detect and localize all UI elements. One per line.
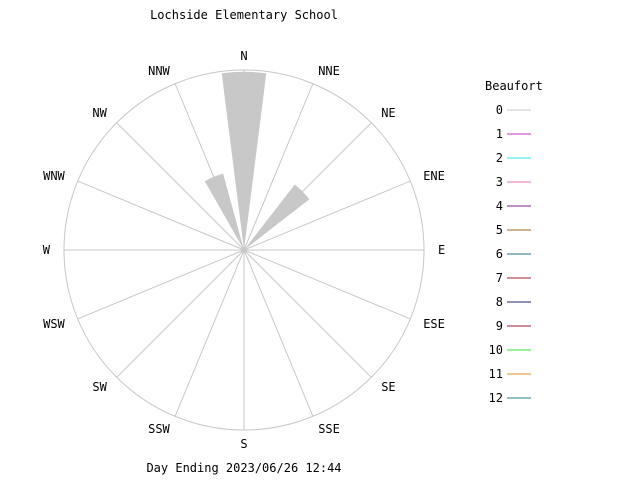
- spoke-nw: [116, 122, 245, 251]
- legend-label-9: 9: [496, 319, 503, 333]
- direction-label-nw: NW: [92, 106, 107, 120]
- spoke-wsw: [77, 249, 245, 320]
- legend-label-4: 4: [496, 199, 503, 213]
- spoke-sw: [116, 249, 245, 378]
- direction-label-w: W: [43, 243, 51, 257]
- spoke-ene: [243, 180, 411, 251]
- direction-label-nnw: NNW: [148, 64, 170, 78]
- direction-label-sw: SW: [92, 380, 107, 394]
- direction-label-ssw: SSW: [148, 422, 170, 436]
- legend-label-3: 3: [496, 175, 503, 189]
- direction-labels: N NNE NE ENE E ESE SE SSE S SSW SW WSW W WNW NW NNW: [43, 49, 445, 451]
- direction-label-wnw: WNW: [43, 169, 65, 183]
- direction-label-ene: ENE: [423, 169, 445, 183]
- direction-label-e: E: [438, 243, 445, 257]
- chart-footer: Day Ending 2023/06/26 12:44: [146, 461, 341, 475]
- direction-label-n: N: [240, 49, 247, 63]
- wind-bars: [204, 71, 310, 250]
- spoke-sse: [243, 249, 314, 417]
- wind-bar-n: [221, 71, 267, 250]
- legend-label-7: 7: [496, 271, 503, 285]
- legend-label-2: 2: [496, 151, 503, 165]
- chart-title: Lochside Elementary School: [150, 8, 338, 22]
- spoke-nne: [243, 83, 314, 251]
- legend-label-12: 12: [489, 391, 503, 405]
- legend-label-5: 5: [496, 223, 503, 237]
- direction-label-ne: NE: [381, 106, 395, 120]
- spoke-ese: [243, 249, 411, 320]
- legend-label-6: 6: [496, 247, 503, 261]
- legend-label-0: 0: [496, 103, 503, 117]
- spoke-wnw: [77, 180, 245, 251]
- spoke-se: [243, 249, 372, 378]
- legend-title: Beaufort: [485, 79, 543, 93]
- direction-label-s: S: [240, 437, 247, 451]
- legend-label-1: 1: [496, 127, 503, 141]
- direction-label-sse: SSE: [318, 422, 340, 436]
- direction-label-ese: ESE: [423, 317, 445, 331]
- spoke-ssw: [174, 249, 245, 417]
- legend-label-8: 8: [496, 295, 503, 309]
- wind-bar-ne: [244, 184, 310, 250]
- direction-label-se: SE: [381, 380, 395, 394]
- legend-label-11: 11: [489, 367, 503, 381]
- wind-bar-nnw: [204, 173, 244, 250]
- direction-label-nne: NNE: [318, 64, 340, 78]
- direction-label-wsw: WSW: [43, 317, 65, 331]
- legend-label-10: 10: [489, 343, 503, 357]
